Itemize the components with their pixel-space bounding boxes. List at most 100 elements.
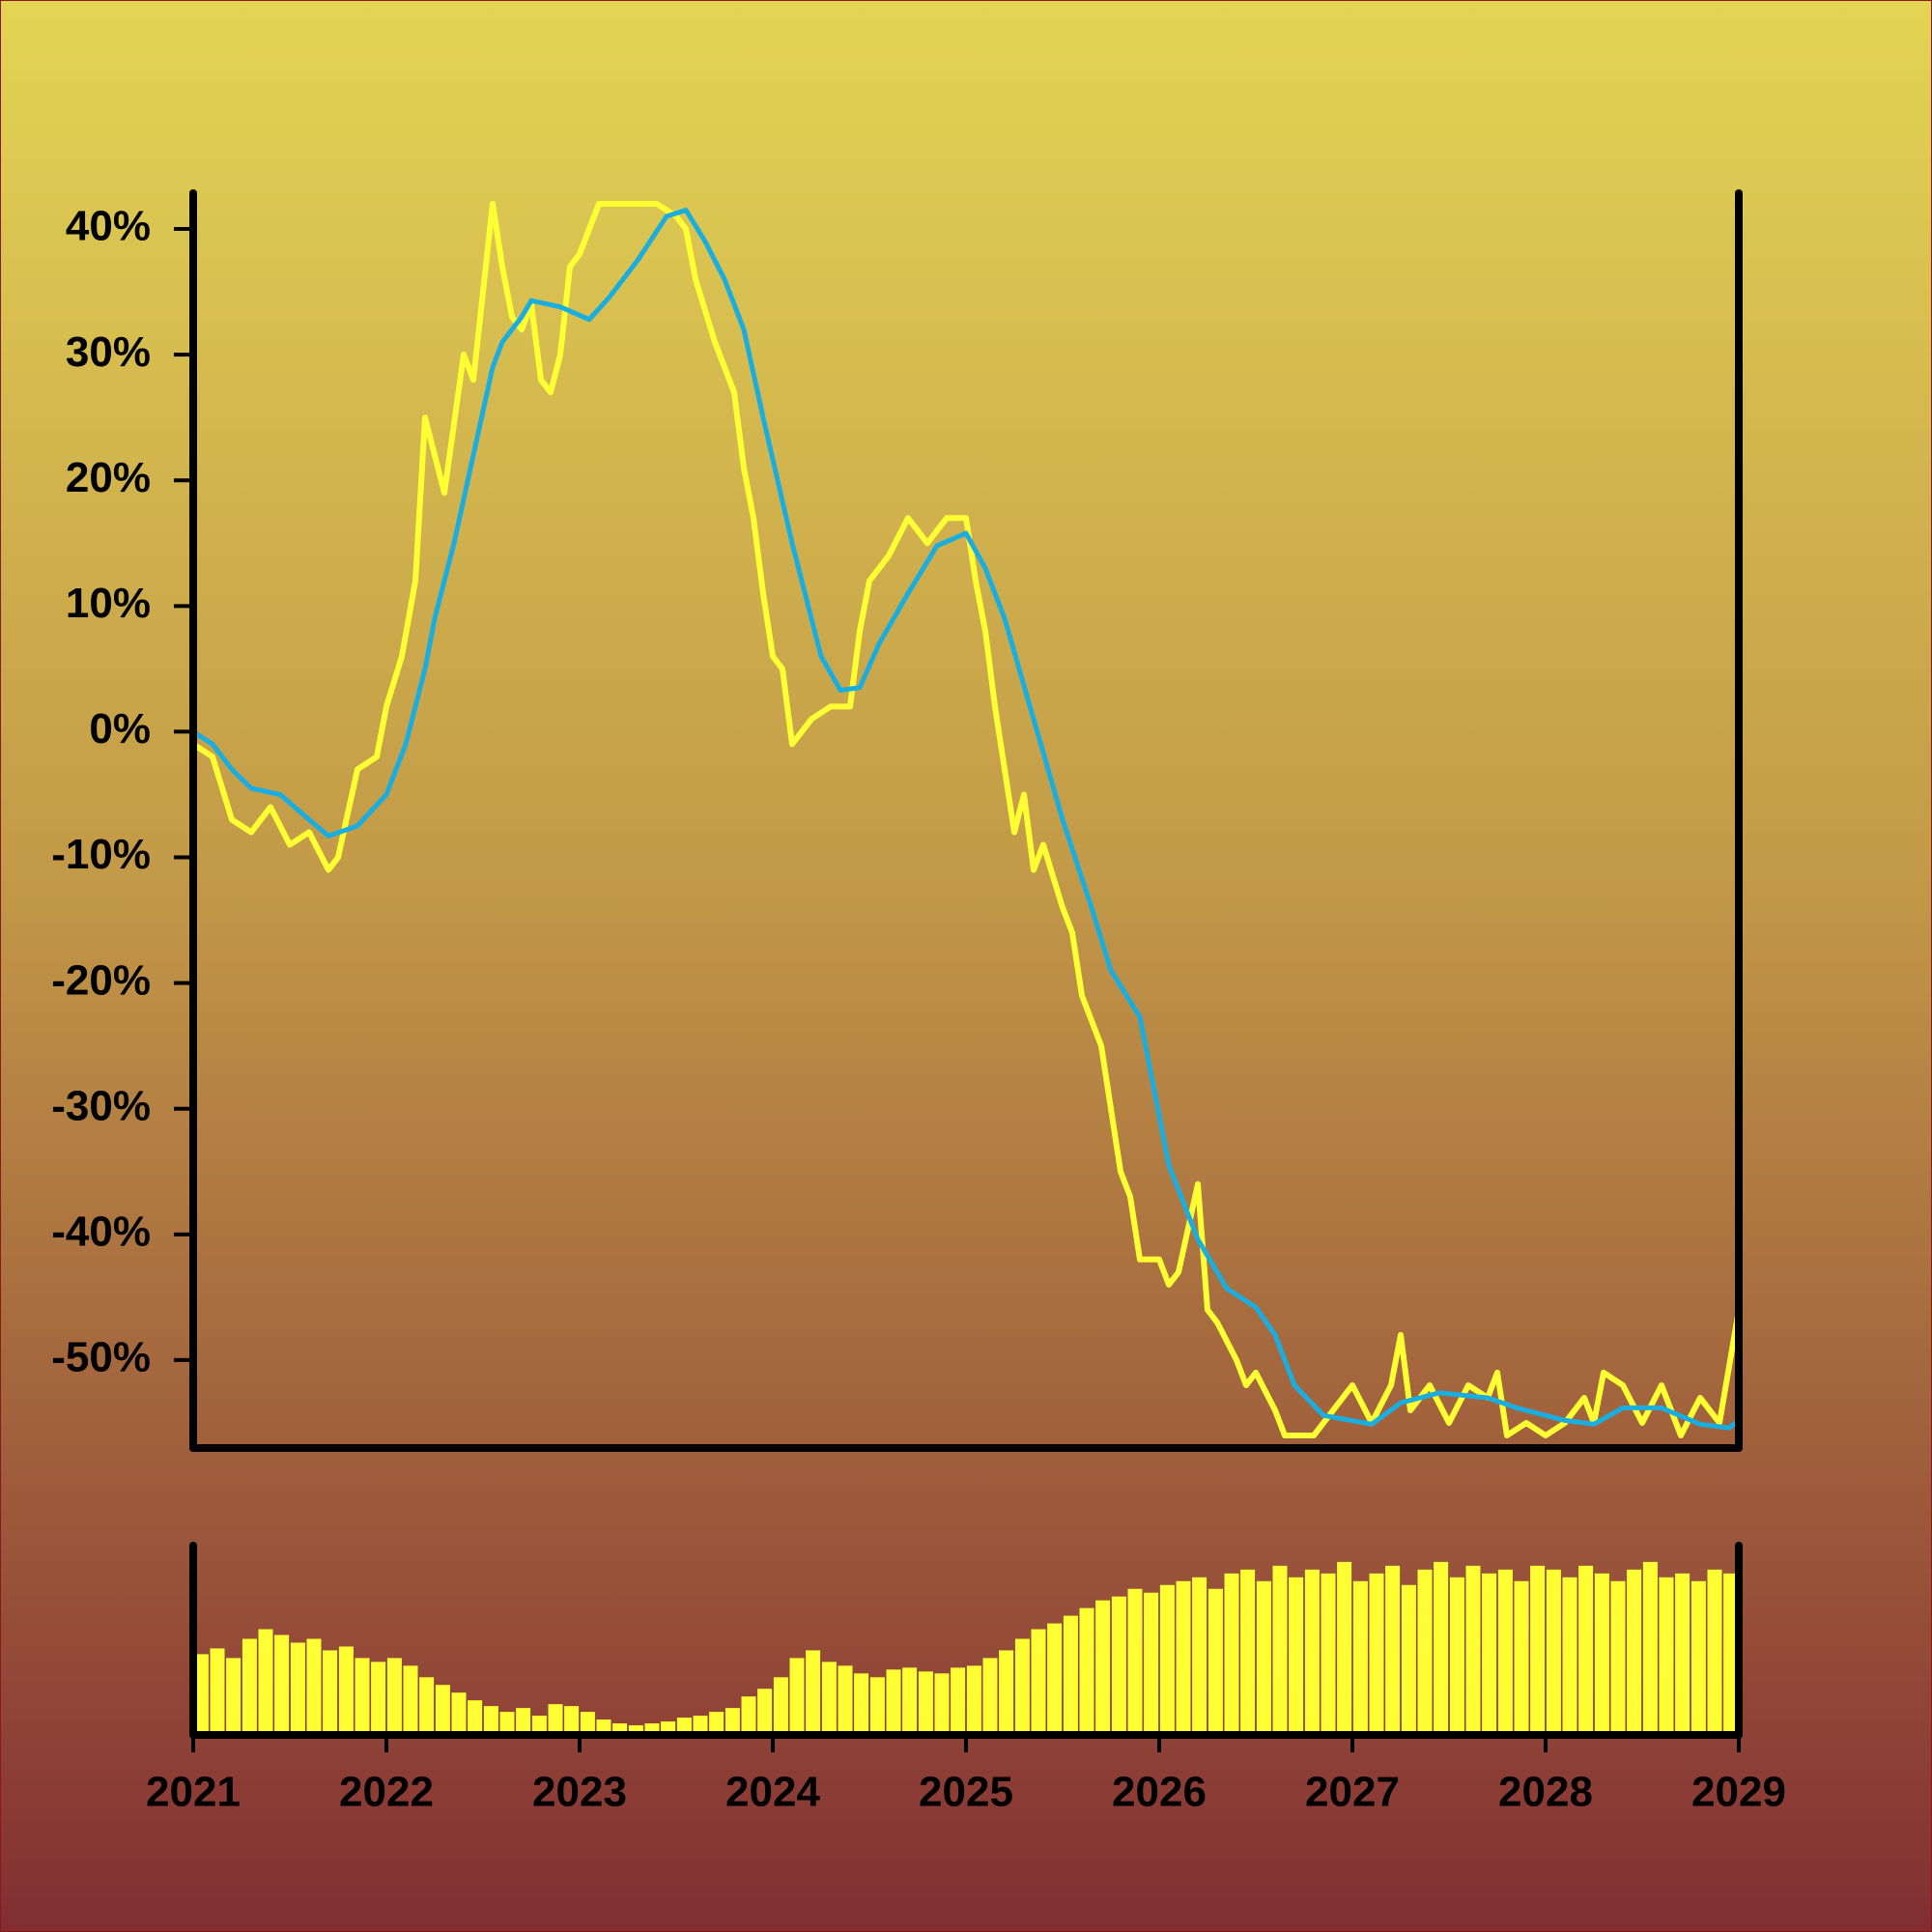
volume-bar	[1047, 1623, 1063, 1735]
volume-bar	[724, 1708, 740, 1735]
volume-panel: 2021 2022 2023 2024 2025 2026 2027 2028 2029	[146, 1561, 1786, 1816]
y-tick-label: 20%	[66, 454, 151, 501]
volume-bar	[628, 1725, 643, 1735]
volume-bar	[693, 1716, 708, 1735]
volume-bar	[1337, 1561, 1352, 1735]
volume-bar	[386, 1658, 402, 1735]
y-tick-label: 10%	[66, 580, 151, 627]
volume-bar	[1642, 1561, 1658, 1735]
y-tick-label: -40%	[51, 1208, 151, 1255]
volume-bar	[274, 1634, 290, 1735]
volume-bar	[644, 1723, 660, 1735]
volume-bar	[564, 1706, 580, 1735]
volume-bar	[242, 1638, 257, 1735]
x-tick-label: 2029	[1691, 1769, 1786, 1816]
volume-bar	[1256, 1580, 1271, 1735]
line	[191, 201, 1742, 1438]
volume-bar	[1095, 1600, 1111, 1735]
volume-bar	[435, 1685, 450, 1735]
volume-bar	[1321, 1573, 1336, 1735]
x-tick-label: 2025	[919, 1769, 1013, 1816]
volume-bar	[1610, 1580, 1626, 1735]
volume-bar	[1546, 1569, 1561, 1735]
volume-bar	[531, 1716, 547, 1735]
volume-bar	[1627, 1569, 1642, 1735]
volume-bar	[580, 1712, 595, 1735]
volume-bar	[1289, 1577, 1304, 1735]
volume-bar	[1690, 1580, 1706, 1735]
volume-bar	[290, 1642, 305, 1735]
volume-bar	[934, 1673, 950, 1735]
volume-bar	[821, 1662, 837, 1735]
y-tick-label: -30%	[51, 1082, 151, 1129]
volume-bar	[1434, 1561, 1449, 1735]
volume-bar	[1224, 1573, 1239, 1735]
volume-bar	[258, 1629, 273, 1735]
volume-bar	[612, 1723, 628, 1735]
x-tick-label: 2021	[146, 1769, 241, 1816]
volume-bar	[1208, 1588, 1223, 1735]
volume-bar	[1014, 1638, 1030, 1735]
volume-bar	[1304, 1569, 1320, 1735]
volume-bar	[1079, 1607, 1094, 1735]
x-tick-label: 2023	[532, 1769, 627, 1816]
volume-bar	[1659, 1577, 1674, 1735]
volume-bar	[403, 1665, 418, 1735]
volume-bar	[355, 1658, 370, 1735]
volume-bar	[1417, 1569, 1433, 1735]
volume-bar	[306, 1638, 322, 1735]
volume-bar	[1272, 1565, 1288, 1735]
x-tick-label: 2024	[725, 1769, 820, 1816]
y-tick-label: 30%	[66, 328, 151, 376]
volume-bar	[548, 1704, 563, 1735]
volume-bar	[1192, 1577, 1208, 1735]
volume-bar	[869, 1677, 885, 1735]
volume-bar	[1514, 1580, 1529, 1735]
volume-bar	[1594, 1573, 1609, 1735]
volume-bar	[1707, 1569, 1722, 1735]
volume-bar	[741, 1696, 756, 1735]
volume-bar	[838, 1665, 853, 1735]
volume-bar	[226, 1658, 242, 1735]
volume-bar	[468, 1700, 483, 1735]
volume-bar	[1127, 1588, 1143, 1735]
volume-bar	[982, 1658, 998, 1735]
volume-bar	[1562, 1577, 1577, 1735]
volume-bar	[1449, 1577, 1464, 1735]
volume-bar	[789, 1658, 805, 1735]
volume-bar	[1401, 1584, 1416, 1735]
volume-bar	[1240, 1569, 1256, 1735]
volume-bar	[1176, 1580, 1191, 1735]
volume-bar	[902, 1667, 918, 1735]
volume-bar	[1465, 1565, 1481, 1735]
volume-bar	[1723, 1573, 1739, 1735]
volume-bar	[1497, 1569, 1513, 1735]
x-tick-label: 2026	[1112, 1769, 1207, 1816]
y-tick-label: -50%	[51, 1334, 151, 1381]
volume-bar	[918, 1671, 933, 1735]
volume-bar	[1675, 1573, 1690, 1735]
volume-bar	[1352, 1580, 1368, 1735]
volume-bar	[757, 1689, 773, 1735]
volume-bar	[709, 1712, 724, 1735]
volume-bar	[483, 1706, 498, 1735]
y-tick-label: 40%	[66, 203, 151, 250]
volume-bar	[1063, 1615, 1078, 1735]
volume-bar	[676, 1718, 692, 1735]
volume-bar	[1369, 1573, 1384, 1735]
line	[191, 208, 1741, 1431]
volume-bar	[210, 1648, 225, 1735]
volume-bar	[1530, 1565, 1546, 1735]
volume-bar	[516, 1708, 531, 1735]
volume-bar	[371, 1662, 386, 1735]
y-tick-label: 0%	[89, 705, 151, 753]
volume-bar	[951, 1667, 966, 1735]
volume-bar	[451, 1692, 467, 1735]
volume-bar	[1159, 1584, 1175, 1735]
volume-bar	[886, 1669, 901, 1735]
volume-bar	[323, 1650, 338, 1735]
volume-bar	[966, 1665, 981, 1735]
